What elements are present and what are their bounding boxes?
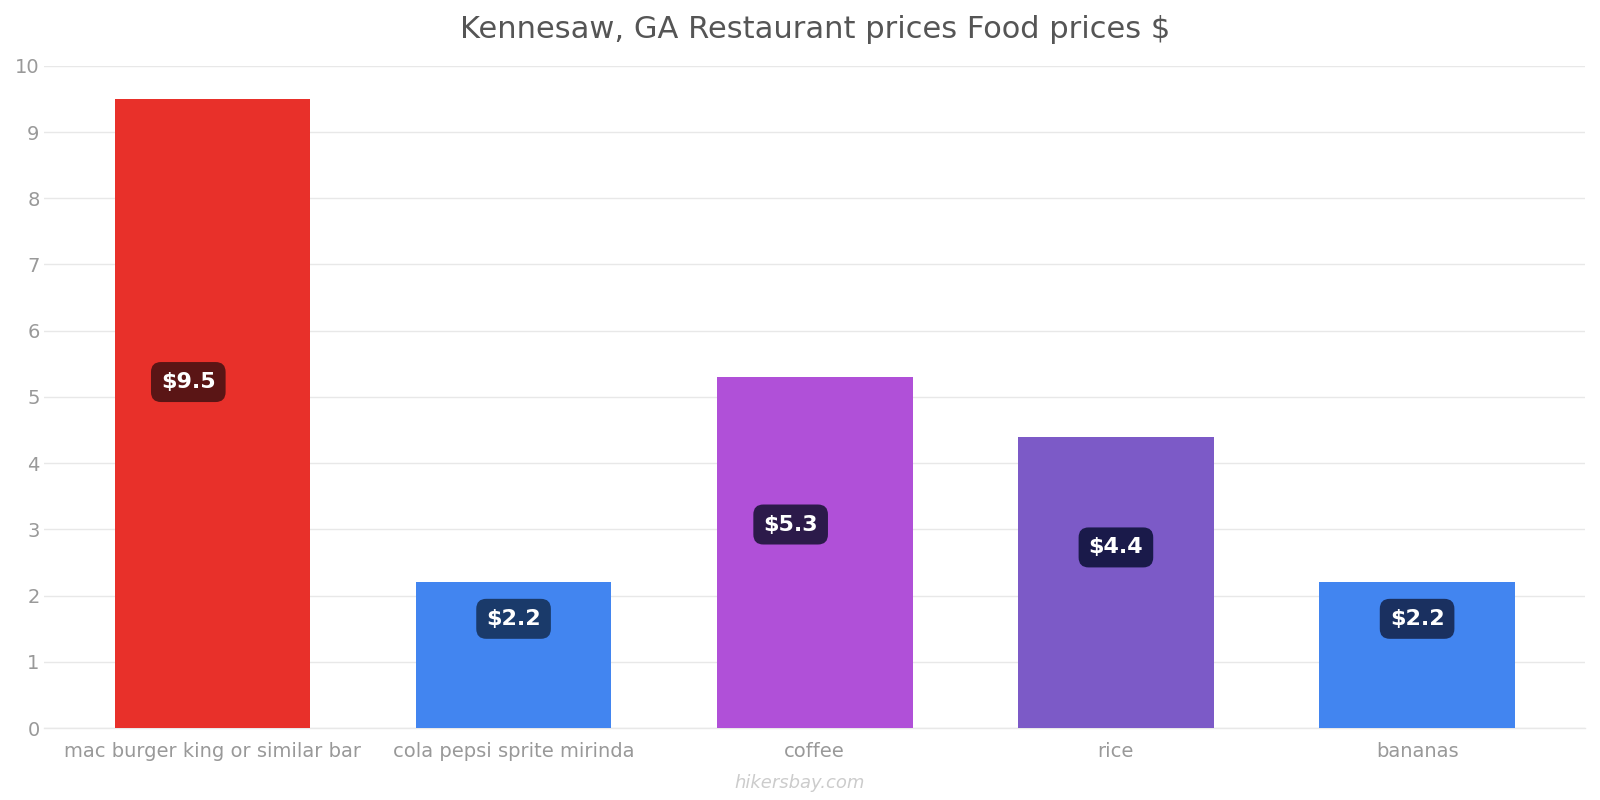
Text: $2.2: $2.2: [486, 609, 541, 629]
Text: $5.3: $5.3: [763, 514, 818, 534]
Text: $2.2: $2.2: [1390, 609, 1445, 629]
Bar: [115, 99, 310, 728]
Text: $9.5: $9.5: [162, 372, 216, 392]
Title: Kennesaw, GA Restaurant prices Food prices $: Kennesaw, GA Restaurant prices Food pric…: [459, 15, 1170, 44]
Bar: [717, 377, 912, 728]
Text: $4.4: $4.4: [1088, 538, 1144, 558]
Bar: [1018, 437, 1214, 728]
Text: hikersbay.com: hikersbay.com: [734, 774, 866, 792]
Bar: [1320, 582, 1515, 728]
Bar: [416, 582, 611, 728]
